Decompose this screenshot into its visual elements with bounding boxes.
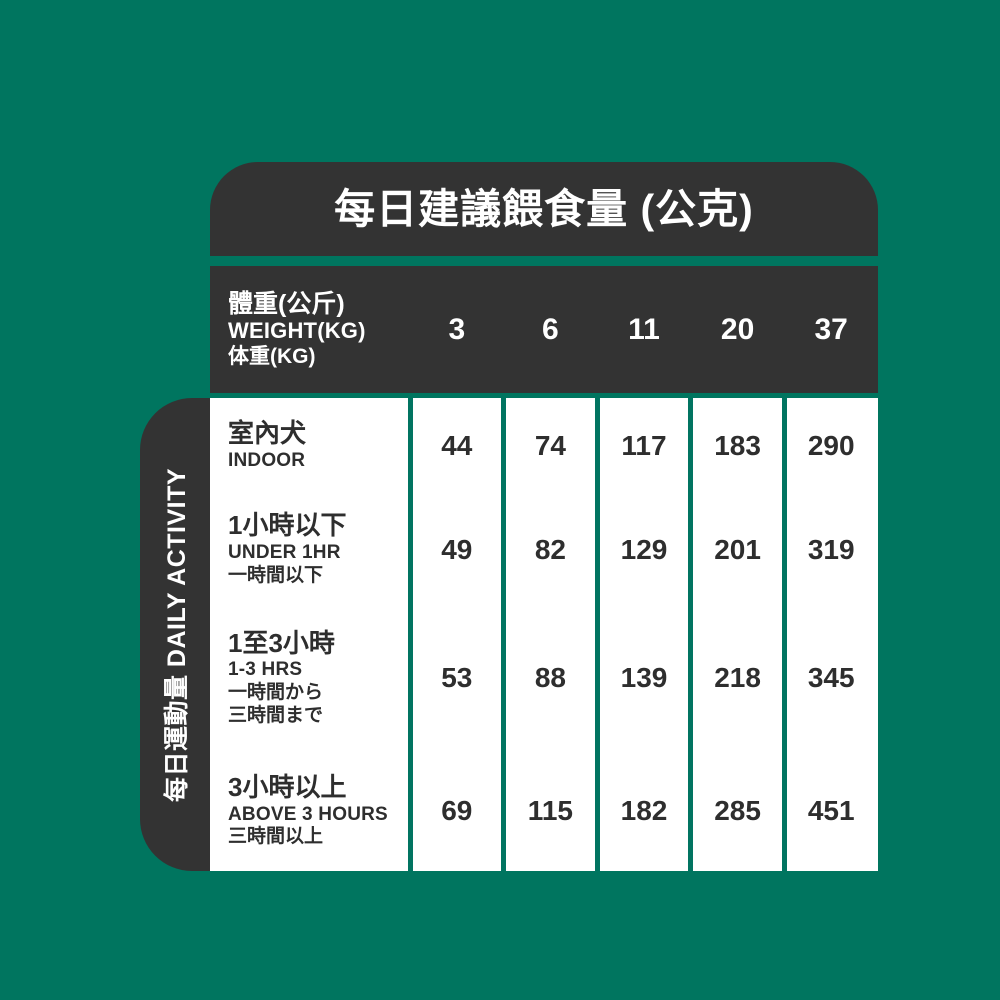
table-cell: 53 [441, 662, 473, 693]
table-cell: 218 [714, 662, 761, 693]
row-label-zh: 3小時以上 [228, 771, 347, 802]
table-row: 1小時以下 UNDER 1HR 一時間以下 49 82 129 201 319 [210, 494, 878, 605]
table-cell: 117 [621, 430, 667, 461]
table-body: 室內犬 INDOOR 44 74 117 183 290 1小時以下 UNDER… [210, 398, 878, 871]
table-cell: 115 [527, 795, 573, 826]
table-cell: 139 [620, 662, 668, 693]
side-label-text: 每日運動量 DAILY ACTIVITY [163, 467, 192, 802]
row-label-en: 1-3 HRS [228, 659, 303, 681]
row-label-en: ABOVE 3 HOURS [228, 803, 388, 825]
header-weight-values: 3 6 11 20 37 [410, 266, 878, 393]
page-title: 每日建議餵食量 (公克) [334, 185, 754, 232]
table-cell: 74 [534, 430, 566, 461]
table-cell: 44 [441, 430, 473, 461]
table-row: 室內犬 INDOOR 44 74 117 183 290 [210, 398, 878, 494]
row-label-zh: 1至3小時 [228, 627, 335, 658]
row-label-cell: 1至3小時 1-3 HRS 一時間から 三時間まで [210, 605, 410, 751]
row-label-cell: 室內犬 INDOOR [210, 398, 410, 494]
table-cell: 345 [807, 662, 855, 693]
chart-title-bar: 每日建議餵食量 (公克) [210, 162, 878, 256]
table-row: 3小時以上 ABOVE 3 HOURS 三時間以上 69 115 182 285… [210, 751, 878, 871]
header-weight-cell: 11 [628, 312, 660, 346]
header-label-jp: 体重(KG) [228, 344, 316, 368]
row-values: 49 82 129 201 319 [410, 494, 878, 605]
daily-activity-side-label: 每日運動量 DAILY ACTIVITY [140, 398, 210, 871]
table-cell: 88 [534, 662, 566, 693]
table-cell: 183 [714, 430, 761, 461]
table-cell: 290 [807, 430, 855, 461]
table-cell: 129 [620, 533, 668, 565]
table-cell: 49 [441, 533, 473, 565]
table-cell: 319 [807, 533, 855, 565]
header-weight-cell: 3 [448, 312, 466, 346]
row-label-jp: 三時間以上 [228, 826, 324, 848]
row-values: 44 74 117 183 290 [410, 398, 878, 494]
row-values: 69 115 182 285 451 [410, 751, 878, 871]
table-header-row: 體重(公斤) WEIGHT(KG) 体重(KG) 3 6 11 20 37 [210, 266, 878, 393]
header-label-zh: 體重(公斤) [228, 289, 345, 318]
row-label-zh: 室內犬 [228, 418, 307, 449]
row-values: 53 88 139 218 345 [410, 605, 878, 751]
row-label-jp: 一時間から [228, 681, 324, 703]
row-label-en: INDOOR [228, 449, 306, 471]
header-weight-cell: 37 [814, 312, 848, 346]
row-label-jp-2: 三時間まで [228, 704, 324, 726]
table-cell: 182 [620, 795, 668, 826]
table-cell: 82 [534, 533, 566, 565]
header-weight-cell: 20 [720, 312, 755, 346]
table-row: 1至3小時 1-3 HRS 一時間から 三時間まで 53 88 139 218 … [210, 605, 878, 751]
header-weight-label-cell: 體重(公斤) WEIGHT(KG) 体重(KG) [210, 266, 410, 393]
row-label-cell: 3小時以上 ABOVE 3 HOURS 三時間以上 [210, 751, 410, 871]
row-label-cell: 1小時以下 UNDER 1HR 一時間以下 [210, 494, 410, 605]
row-label-jp: 一時間以下 [228, 564, 324, 586]
header-label-en: WEIGHT(KG) [228, 317, 366, 343]
table-cell: 69 [441, 795, 473, 826]
table-cell: 201 [714, 533, 761, 565]
table-cell: 285 [714, 795, 761, 826]
row-label-en: UNDER 1HR [228, 542, 341, 564]
row-label-zh: 1小時以下 [228, 510, 347, 541]
header-weight-cell: 6 [542, 312, 559, 346]
table-cell: 451 [807, 795, 855, 826]
